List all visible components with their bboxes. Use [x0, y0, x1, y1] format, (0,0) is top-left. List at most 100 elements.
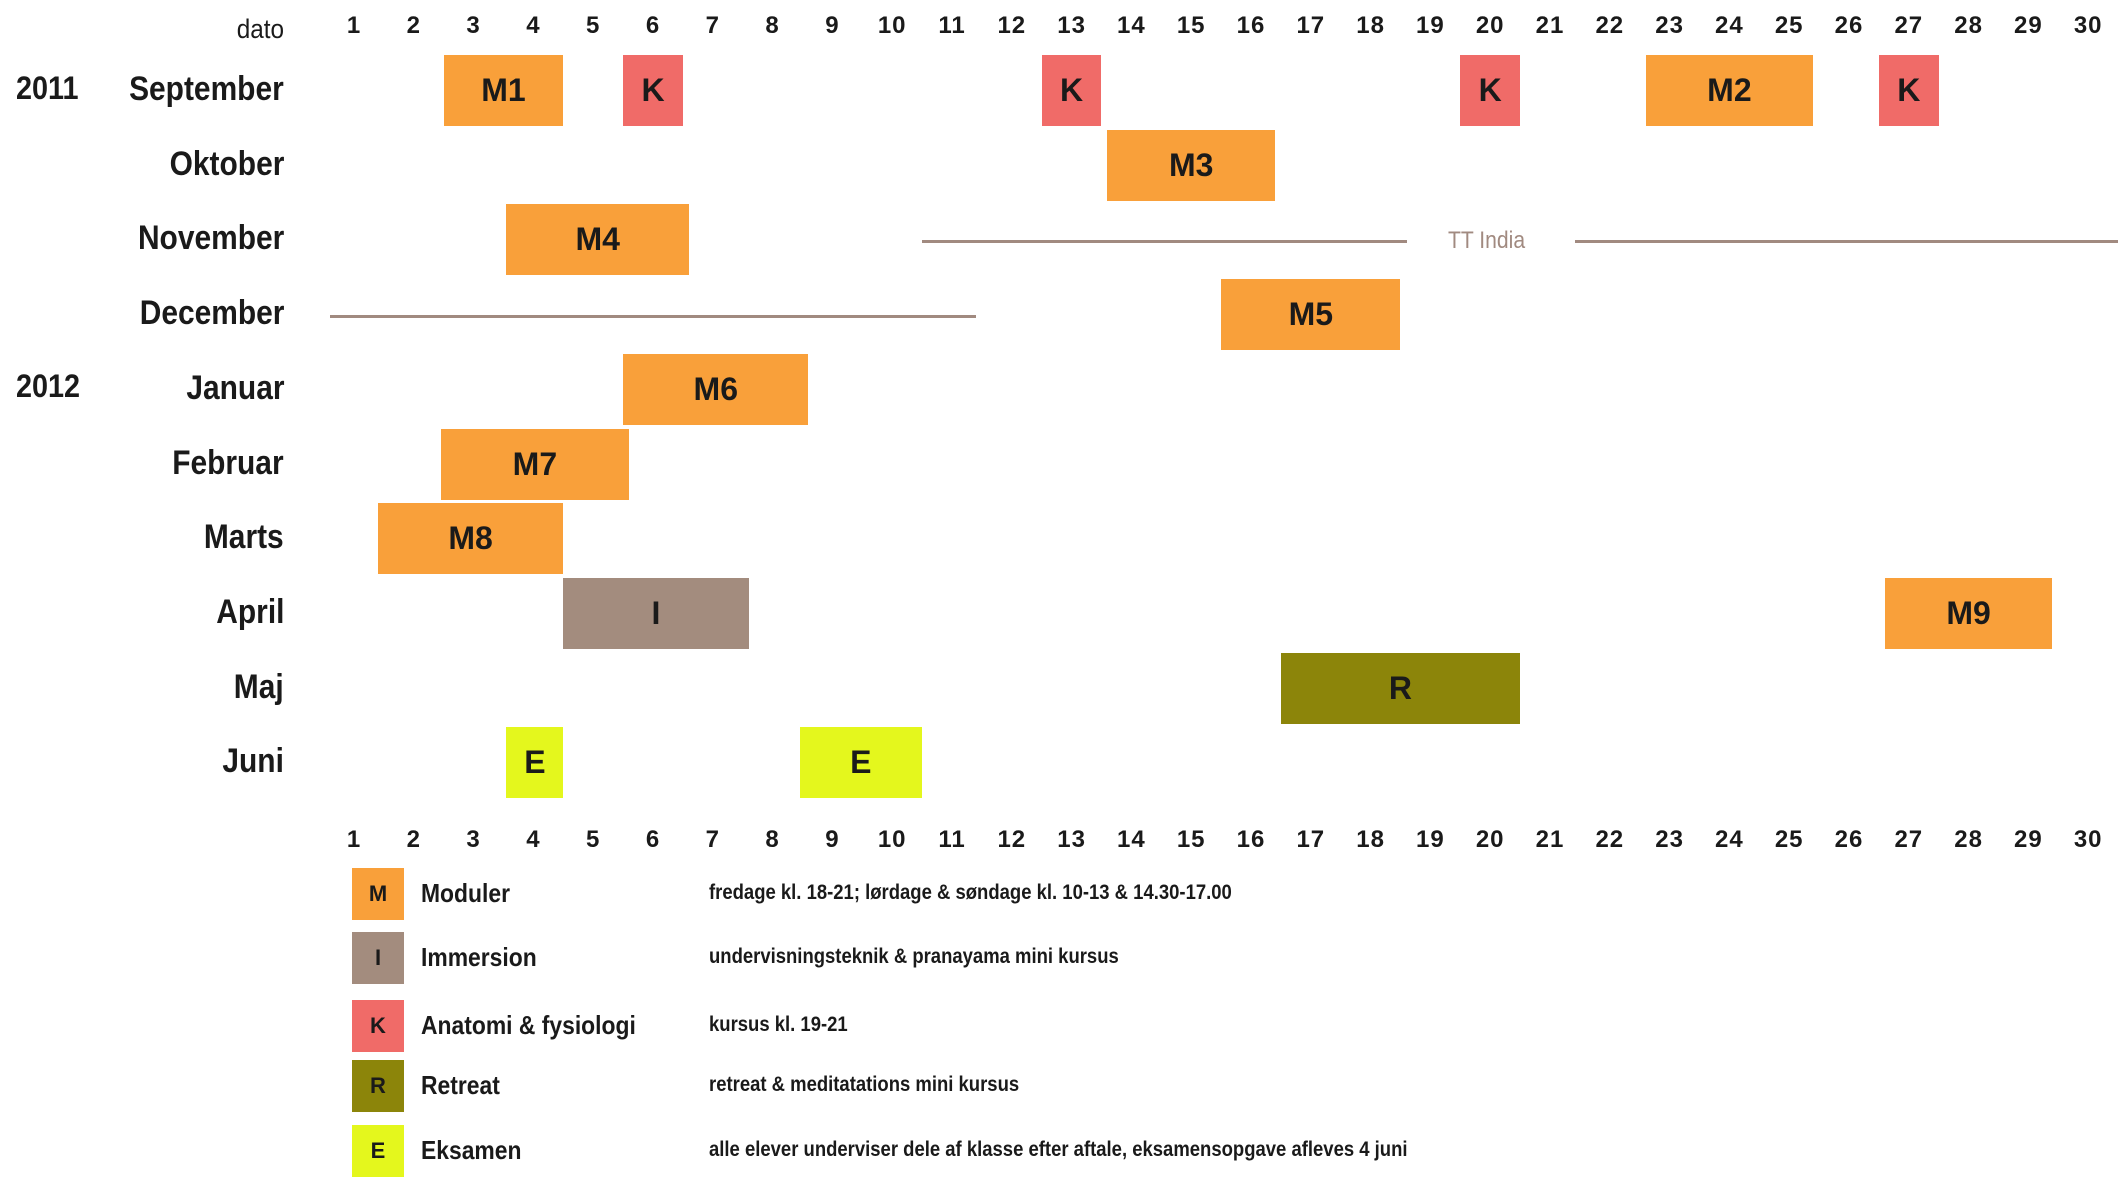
day-tick-label: 7	[705, 826, 720, 853]
day-tick-label: 29	[2014, 12, 2043, 39]
event-block-e: E	[799, 727, 923, 799]
month-label: Marts	[204, 518, 284, 557]
day-tick-label: 30	[2073, 12, 2103, 39]
day-tick-label: 15	[1176, 826, 1206, 853]
tt-india-label: TT India	[1448, 227, 1526, 255]
event-block-m6: M6	[623, 353, 809, 425]
legend-name: Retreat	[421, 1070, 500, 1100]
month-label: Januar	[185, 368, 284, 407]
tt-india-line	[922, 240, 1407, 244]
legend-swatch-e: E	[352, 1125, 404, 1177]
day-tick-label: 6	[645, 12, 661, 39]
day-tick-label: 1	[346, 12, 362, 39]
day-tick-label: 23	[1655, 826, 1684, 853]
legend-name: Moduler	[421, 878, 510, 908]
day-tick-label: 17	[1296, 12, 1326, 39]
year-label-2012: 2012	[16, 368, 81, 404]
day-tick-label: 16	[1236, 12, 1266, 39]
legend-description: fredage kl. 18-21; lørdage & søndage kl.…	[709, 881, 1232, 904]
day-tick-label: 13	[1057, 826, 1086, 853]
day-tick-label: 12	[997, 12, 1027, 39]
dato-header: dato	[236, 14, 284, 44]
legend-swatch-m: M	[352, 868, 404, 920]
legend-description: undervisningsteknik & pranayama mini kur…	[709, 945, 1119, 968]
day-tick-label: 3	[466, 826, 481, 853]
event-block-m2: M2	[1645, 55, 1814, 126]
day-tick-label: 22	[1595, 12, 1625, 39]
day-tick-label: 24	[1715, 12, 1744, 39]
legend-swatch-i: I	[352, 932, 404, 984]
month-label: Maj	[234, 667, 284, 706]
year-label-2011: 2011	[16, 70, 79, 106]
legend-name: Anatomi & fysiologi	[421, 1010, 636, 1040]
day-tick-label: 3	[466, 12, 481, 39]
event-block-m1: M1	[443, 55, 564, 126]
legend-description: retreat & meditatations mini kursus	[709, 1073, 1020, 1096]
event-block-m4: M4	[506, 204, 689, 276]
day-tick-label: 8	[765, 826, 780, 853]
day-tick-label: 8	[765, 12, 780, 39]
month-label: November	[137, 219, 284, 258]
event-block-r: R	[1280, 652, 1521, 724]
day-tick-label: 16	[1236, 826, 1266, 853]
event-block-m5: M5	[1221, 279, 1401, 351]
legend-name: Eksamen	[421, 1135, 522, 1165]
day-tick-label: 12	[997, 826, 1027, 853]
day-tick-label: 6	[645, 826, 661, 853]
tt-india-line	[330, 315, 976, 319]
month-label: Oktober	[169, 144, 284, 183]
month-label: April	[215, 592, 284, 631]
day-tick-label: 9	[825, 12, 840, 39]
legend-swatch-r: R	[352, 1060, 404, 1112]
legend-description: kursus kl. 19-21	[709, 1013, 848, 1036]
day-tick-label: 2	[406, 826, 421, 853]
day-tick-label: 25	[1774, 12, 1804, 39]
legend-swatch-k: K	[352, 1000, 404, 1052]
month-label: Februar	[172, 443, 284, 482]
day-tick-label: 4	[526, 826, 541, 853]
day-tick-label: 13	[1057, 12, 1086, 39]
day-tick-label: 21	[1535, 12, 1565, 39]
day-tick-label: 14	[1117, 12, 1146, 39]
event-block-k: K	[623, 55, 683, 126]
day-tick-label: 4	[526, 12, 541, 39]
day-tick-label: 20	[1475, 826, 1505, 853]
day-tick-label: 18	[1356, 826, 1385, 853]
day-tick-label: 28	[1954, 12, 1983, 39]
month-label: Juni	[222, 742, 284, 781]
event-block-m8: M8	[377, 503, 564, 575]
day-tick-label: 25	[1774, 826, 1804, 853]
day-tick-label: 24	[1715, 826, 1744, 853]
event-block-m3: M3	[1107, 129, 1275, 201]
event-block-m7: M7	[440, 428, 630, 500]
day-tick-label: 11	[938, 12, 966, 39]
day-tick-label: 26	[1834, 12, 1864, 39]
legend-name: Immersion	[421, 942, 537, 972]
day-tick-label: 10	[877, 826, 907, 853]
day-tick-label: 10	[877, 12, 907, 39]
month-label: December	[139, 294, 284, 333]
day-tick-label: 5	[586, 12, 601, 39]
day-tick-label: 19	[1416, 826, 1445, 853]
legend-description: alle elever underviser dele af klasse ef…	[709, 1138, 1408, 1161]
day-tick-label: 11	[938, 826, 966, 853]
day-tick-label: 7	[705, 12, 720, 39]
event-block-m9: M9	[1884, 577, 2053, 649]
day-tick-label: 27	[1894, 826, 1924, 853]
day-tick-label: 2	[406, 12, 421, 39]
day-tick-label: 17	[1296, 826, 1326, 853]
day-tick-label: 23	[1655, 12, 1684, 39]
day-tick-label: 14	[1117, 826, 1146, 853]
day-tick-label: 1	[346, 826, 362, 853]
day-tick-label: 26	[1834, 826, 1864, 853]
day-tick-label: 19	[1416, 12, 1445, 39]
day-tick-label: 15	[1176, 12, 1206, 39]
event-block-k: K	[1041, 55, 1102, 126]
day-tick-label: 22	[1595, 826, 1625, 853]
day-tick-label: 29	[2014, 826, 2043, 853]
event-block-k: K	[1878, 55, 1939, 126]
month-label: September	[129, 70, 284, 108]
day-tick-label: 27	[1894, 12, 1924, 39]
day-tick-label: 30	[2073, 826, 2103, 853]
